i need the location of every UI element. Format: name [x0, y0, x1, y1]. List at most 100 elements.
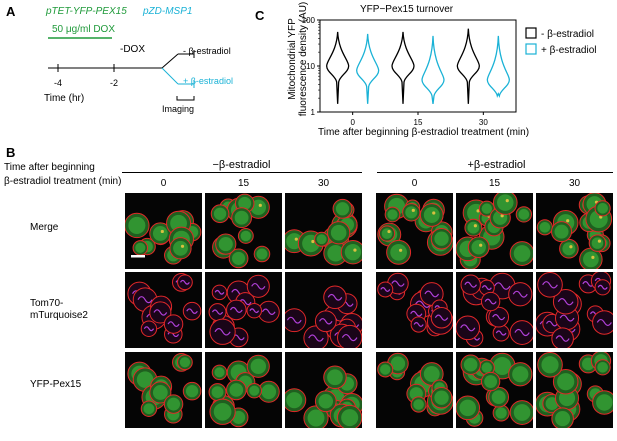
mitochondria-signal: [557, 298, 574, 306]
yfp-signal: [463, 357, 478, 372]
yfp-signal: [286, 392, 303, 409]
yfp-signal: [583, 251, 599, 268]
time-label: 15: [488, 178, 501, 189]
mitochondria-signal: [214, 328, 231, 336]
yfp-signal: [214, 367, 225, 378]
microscopy-image: [125, 272, 202, 348]
violin-shape: [391, 31, 415, 104]
colocalized-dot: [500, 214, 504, 218]
group-plus-estradiol: +β-estradiol: [467, 159, 526, 171]
construct-ptet-label: pTET-YFP-PEX15: [46, 6, 127, 17]
row-label-line2: mTurquoise2: [30, 310, 88, 321]
colocalized-dot: [353, 248, 357, 252]
yfp-signal: [390, 243, 407, 261]
tick-label-minus2: -2: [110, 78, 119, 88]
colocalized-dot: [160, 229, 164, 234]
yfp-signal: [179, 357, 191, 368]
group-minus-estradiol: −β-estradiol: [212, 159, 271, 171]
yfp-signal: [327, 245, 344, 262]
mitochondria-signal: [512, 290, 528, 298]
yfp-signal: [238, 196, 252, 210]
yfp-signal: [434, 390, 449, 405]
yfp-signal: [484, 375, 498, 388]
microscopy-image: [456, 352, 533, 428]
yfp-signal: [135, 242, 146, 253]
yfp-signal: [471, 239, 486, 255]
mitochondria-signal: [559, 314, 575, 322]
microscopy-image-svg: [376, 352, 453, 428]
chart-xlabel: Time after beginning β-estradiol treatme…: [318, 127, 530, 138]
row-label-yfp-pex15: YFP-Pex15: [30, 379, 81, 391]
yfp-signal: [591, 237, 604, 249]
mitochondria-signal: [143, 326, 155, 332]
yfp-signal: [423, 207, 440, 223]
cell-outline: [285, 308, 307, 333]
mitochondria-signal: [380, 287, 391, 292]
mitochondria-signal: [542, 281, 558, 289]
minus-dox-label: -DOX: [120, 44, 145, 55]
yfp-signal: [597, 202, 608, 214]
yfp-signal: [390, 356, 406, 371]
imaging-label: Imaging: [162, 104, 195, 114]
yfp-signal: [316, 234, 327, 245]
group-plus-underline: [377, 172, 613, 173]
tick-label-minus4: -4: [54, 78, 63, 88]
colocalized-dot: [591, 255, 595, 259]
mitochondria-signal: [261, 308, 276, 315]
colocalized-dot: [387, 229, 391, 234]
mitochondria-signal: [514, 328, 530, 337]
row-label-line1: Tom70-: [30, 298, 64, 309]
yfp-signal: [495, 407, 507, 419]
y-tick-label: 10: [306, 62, 315, 71]
yfp-signal: [211, 386, 224, 399]
colocalized-dot: [476, 209, 480, 213]
yfp-signal: [513, 404, 531, 421]
colocalized-dot: [597, 239, 602, 243]
mitochondria-signal: [137, 296, 153, 304]
yfp-signal: [557, 373, 575, 391]
microscopy-image-svg: [536, 272, 613, 348]
yfp-signal: [229, 383, 244, 397]
microscopy-image: [536, 272, 613, 348]
mitochondria-signal: [597, 284, 608, 290]
microscopy-image: [456, 272, 533, 348]
row-label-line1: Merge: [30, 222, 59, 233]
colocalized-dot: [411, 208, 415, 212]
microscopy-image: [376, 193, 453, 269]
microscopy-image-svg: [456, 352, 533, 428]
cell-outline: [592, 310, 613, 335]
colocalized-dot: [258, 203, 262, 207]
row-label-merge: Merge: [30, 222, 58, 234]
mitochondria-signal: [413, 322, 424, 327]
construct-pzd-label: pZD-MSP1: [143, 6, 193, 17]
mitochondria-signal: [251, 282, 266, 290]
mitochondria-signal: [492, 314, 506, 321]
colocalized-dot: [432, 211, 436, 215]
colocalized-dot: [479, 243, 483, 247]
yfp-signal: [213, 207, 227, 220]
mitochondria-signal: [495, 330, 507, 336]
microscopy-image-svg: [125, 352, 202, 428]
mitochondria-signal: [545, 320, 558, 327]
violin-chart: 1 10 100 0 15 30 - β-estradiol + β-estradiol: [302, 16, 597, 126]
yfp-signal: [459, 399, 476, 417]
microscopy-image-svg: [285, 272, 362, 348]
yfp-signal: [434, 231, 449, 246]
y-tick-label: 1: [311, 108, 316, 117]
microscopy-image: [536, 352, 613, 428]
microscopy-image: [125, 193, 202, 269]
yfp-signal: [327, 369, 343, 386]
yfp-signal: [136, 371, 154, 388]
mitochondria-signal: [415, 300, 432, 308]
timeline-diagram: [48, 37, 195, 101]
mitochondria-signal: [582, 281, 595, 287]
yfp-signal: [496, 194, 514, 211]
x-tick-label: 15: [414, 118, 423, 126]
chart-title: YFP−Pex15 turnover: [360, 4, 454, 15]
microscopy-image: [205, 193, 282, 269]
yfp-signal: [240, 230, 252, 242]
chart-ylabel-line1: Mitochondrial YFP: [287, 18, 298, 100]
mitochondria-signal: [211, 309, 224, 315]
mitochondria-signal: [249, 308, 260, 314]
yfp-signal: [256, 248, 268, 260]
